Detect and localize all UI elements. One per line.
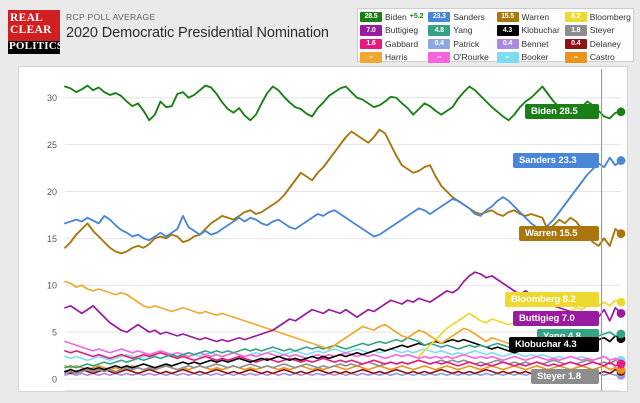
y-axis-tick: 30 bbox=[47, 93, 57, 103]
page-header: REAL CLEAR POLITICS RCP POLL AVERAGE 202… bbox=[0, 0, 640, 65]
legend-candidate-name: Sanders bbox=[453, 11, 485, 22]
legend-candidate-name: O'Rourke bbox=[453, 52, 489, 63]
end-label-bloomberg[interactable]: Bloomberg 8.2 bbox=[505, 291, 599, 307]
series-endpoint-yang bbox=[616, 329, 626, 339]
y-axis-tick: 5 bbox=[52, 328, 57, 338]
legend-item-castro[interactable]: -- Castro bbox=[564, 51, 632, 65]
y-axis-tick: 15 bbox=[47, 234, 57, 244]
y-axis-tick: 0 bbox=[52, 374, 57, 384]
end-label-steyer[interactable]: Steyer 1.8 bbox=[531, 368, 599, 384]
legend-candidate-name: Harris bbox=[385, 52, 408, 63]
logo-line-1: REAL bbox=[10, 12, 44, 24]
legend-item-harris[interactable]: -- Harris bbox=[359, 51, 427, 65]
legend-candidate-name: Yang bbox=[453, 25, 473, 36]
series-line-steyer bbox=[64, 359, 622, 375]
series-endpoint-gabbard bbox=[616, 359, 626, 369]
legend-item-biden[interactable]: 28.5 Biden +5.2 bbox=[359, 10, 427, 24]
legend-candidate-name: Delaney bbox=[589, 38, 621, 49]
series-line-sanders bbox=[64, 156, 622, 242]
legend-item-bennet[interactable]: 0.4 Bennet bbox=[496, 37, 564, 51]
plot-area[interactable]: 0 5 10 15 20 25 30 Biden 28.5 Sanders 23.3 Warre… bbox=[19, 67, 629, 393]
legend-candidate-name: Klobuchar bbox=[521, 25, 560, 36]
legend-swatch-value: -- bbox=[496, 52, 519, 63]
legend-item-klobuchar[interactable]: 4.3 Klobuchar bbox=[496, 24, 564, 38]
y-axis-tick: 20 bbox=[47, 187, 57, 197]
series-line-biden bbox=[64, 84, 622, 122]
legend-swatch-value: 4.3 bbox=[496, 25, 519, 36]
series-line-orourke bbox=[64, 340, 622, 362]
legend-swatch-value: -- bbox=[360, 52, 382, 63]
legend-swatch-value: 7.0 bbox=[360, 25, 382, 36]
legend-candidate-name: Buttigieg bbox=[385, 25, 419, 36]
legend-swatch-value: 1.8 bbox=[564, 25, 587, 36]
end-label-buttigieg[interactable]: Buttigieg 7.0 bbox=[513, 310, 599, 326]
legend-swatch-value: 8.2 bbox=[564, 11, 587, 22]
logo-red-block bbox=[8, 10, 60, 41]
page-title: 2020 Democratic Presidential Nomination bbox=[66, 25, 329, 41]
legend-swatch-value: 23.3 bbox=[428, 11, 451, 22]
legend-candidate-name: Bloomberg bbox=[589, 11, 631, 22]
legend-candidate-name: Patrick bbox=[453, 38, 480, 49]
legend-item-steyer[interactable]: 1.8 Steyer bbox=[564, 24, 632, 38]
end-label-biden[interactable]: Biden 28.5 bbox=[525, 104, 599, 120]
legend-candidate-name: Castro bbox=[589, 52, 615, 63]
legend-item-yang[interactable]: 4.8 Yang bbox=[427, 24, 495, 38]
legend-swatch-value: 0.4 bbox=[496, 38, 519, 49]
series-endpoint-biden bbox=[616, 107, 626, 117]
realclearpolitics-logo[interactable]: REAL CLEAR POLITICS bbox=[8, 10, 60, 54]
legend-candidate-name: Warren bbox=[521, 11, 550, 22]
series-line-warren bbox=[64, 128, 622, 255]
legend-item-orourke[interactable]: -- O'Rourke bbox=[427, 51, 495, 65]
legend-item-sanders[interactable]: 23.3 Sanders bbox=[427, 10, 495, 24]
chart-kicker: RCP POLL AVERAGE bbox=[66, 12, 156, 22]
series-line-gabbard bbox=[64, 350, 622, 367]
legend-candidate-name: Biden bbox=[385, 11, 407, 22]
legend-delta: +5.2 bbox=[409, 13, 424, 21]
legend-item-patrick[interactable]: 0.4 Patrick bbox=[427, 37, 495, 51]
series-endpoint-buttigieg bbox=[616, 308, 626, 318]
legend-item-bloomberg[interactable]: 8.2 Bloomberg bbox=[564, 10, 632, 24]
legend-swatch-value: 15.5 bbox=[496, 11, 519, 22]
end-label-sanders[interactable]: Sanders 23.3 bbox=[513, 153, 599, 169]
end-label-klobuchar[interactable]: Klobuchar 4.3 bbox=[509, 337, 599, 353]
legend-candidate-name: Steyer bbox=[589, 25, 615, 36]
legend-swatch-value: -- bbox=[428, 52, 451, 63]
legend-item-gabbard[interactable]: 1.6 Gabbard bbox=[359, 37, 427, 51]
candidate-legend: 28.5 Biden +5.2 23.3 Sanders 15.5 Warren 8.2 Blo… bbox=[357, 8, 634, 65]
series-line-delaney bbox=[64, 368, 622, 375]
chart-panel: 0 5 10 15 20 25 30 Biden 28.5 Sanders 23.3 Warre… bbox=[18, 66, 628, 392]
y-axis-tick: 10 bbox=[47, 281, 57, 291]
end-label-warren[interactable]: Warren 15.5 bbox=[519, 226, 599, 242]
logo-line-3: POLITICS bbox=[9, 40, 60, 52]
logo-line-2: CLEAR bbox=[10, 24, 52, 36]
series-endpoint-sanders bbox=[616, 156, 626, 165]
legend-candidate-name: Bennet bbox=[521, 38, 549, 49]
legend-swatch-value: 0.4 bbox=[564, 38, 587, 49]
legend-swatch-value: 1.6 bbox=[360, 38, 382, 49]
legend-item-warren[interactable]: 15.5 Warren bbox=[496, 10, 564, 24]
y-axis-tick: 25 bbox=[47, 140, 57, 150]
legend-item-buttigieg[interactable]: 7.0 Buttigieg bbox=[359, 24, 427, 38]
legend-swatch-value: -- bbox=[564, 52, 587, 63]
legend-candidate-name: Booker bbox=[521, 52, 549, 63]
legend-swatch-value: 0.4 bbox=[428, 38, 451, 49]
series-endpoint-bloomberg bbox=[616, 297, 626, 307]
series-line-harris bbox=[64, 280, 566, 352]
legend-item-delaney[interactable]: 0.4 Delaney bbox=[564, 37, 632, 51]
legend-item-booker[interactable]: -- Booker bbox=[496, 51, 564, 65]
series-endpoint-warren bbox=[616, 229, 626, 239]
legend-swatch-value: 28.5 bbox=[360, 11, 382, 22]
legend-candidate-name: Gabbard bbox=[385, 38, 419, 49]
legend-swatch-value: 4.8 bbox=[428, 25, 451, 36]
